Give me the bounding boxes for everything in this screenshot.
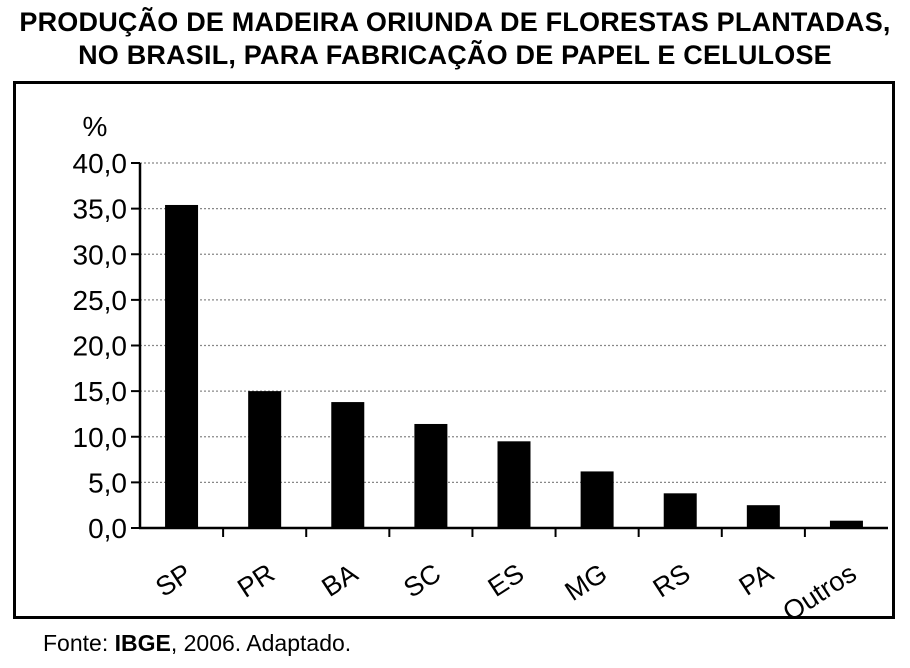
x-tick-label: PR bbox=[232, 558, 280, 604]
bar-mg bbox=[580, 471, 614, 528]
x-tick-label: MG bbox=[560, 558, 613, 607]
bar-outros bbox=[829, 520, 863, 528]
y-tick-label: 25,0 bbox=[73, 285, 128, 316]
axes bbox=[131, 162, 888, 537]
y-axis-unit-label: % bbox=[83, 111, 108, 142]
source-note: Fonte: IBGE, 2006. Adaptado. bbox=[43, 628, 351, 658]
x-tick-label: RS bbox=[648, 558, 696, 604]
bar-pa bbox=[746, 505, 780, 528]
chart-title-line-2: NO BRASIL, PARA FABRICAÇÃO DE PAPEL E CE… bbox=[78, 40, 832, 70]
y-tick-label: 10,0 bbox=[73, 422, 128, 453]
y-tick-label: 35,0 bbox=[73, 194, 128, 225]
bars bbox=[165, 204, 863, 528]
bar-sc bbox=[414, 423, 448, 528]
y-tick-label: 30,0 bbox=[73, 239, 128, 270]
bar-rs bbox=[663, 493, 697, 528]
source-prefix: Fonte: bbox=[43, 630, 115, 656]
y-tick-labels: 0,0 5,0 10,0 15,0 20,0 25,0 30,0 35,0 40,0 bbox=[73, 148, 128, 544]
y-tick-label: 0,0 bbox=[88, 513, 127, 544]
bar-sp bbox=[165, 204, 199, 528]
y-tick-label: 15,0 bbox=[73, 376, 128, 407]
bar-es bbox=[497, 441, 531, 528]
source-suffix: , 2006. Adaptado. bbox=[170, 630, 352, 656]
x-tick-label: SP bbox=[150, 558, 197, 603]
chart-frame bbox=[13, 81, 895, 619]
x-tick-label: SC bbox=[398, 558, 446, 604]
x-tick-label: ES bbox=[483, 558, 530, 603]
chart-title: PRODUÇÃO DE MADEIRA ORIUNDA DE FLORESTAS… bbox=[0, 6, 910, 72]
x-tick-label: PA bbox=[734, 558, 779, 602]
source-org: IBGE bbox=[114, 630, 171, 656]
x-tick-label: Outros bbox=[777, 558, 861, 627]
y-tick-label: 20,0 bbox=[73, 331, 128, 362]
bar-pr bbox=[248, 391, 282, 528]
x-tick-label: BA bbox=[316, 558, 363, 603]
chart-title-line-1: PRODUÇÃO DE MADEIRA ORIUNDA DE FLORESTAS… bbox=[19, 7, 891, 37]
y-tick-label: 5,0 bbox=[88, 467, 127, 498]
bar-ba bbox=[331, 402, 365, 528]
y-tick-label: 40,0 bbox=[73, 148, 128, 179]
